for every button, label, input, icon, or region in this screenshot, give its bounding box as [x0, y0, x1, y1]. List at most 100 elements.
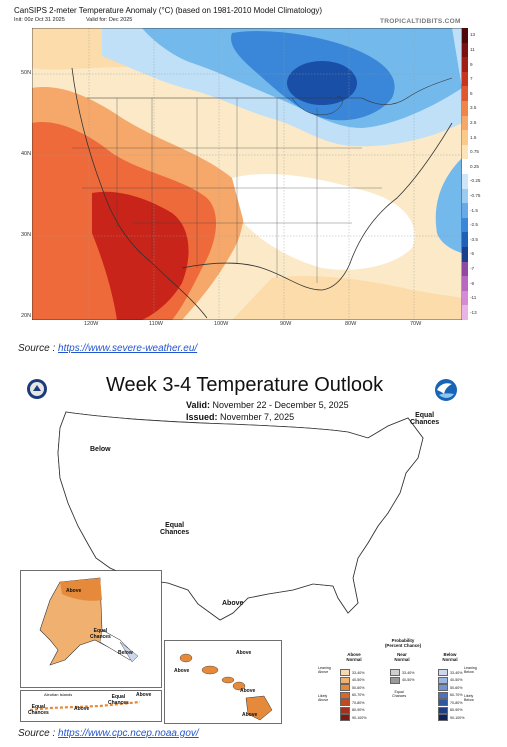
colorbar-swatch — [462, 290, 468, 306]
legend-range-label: 40-50% — [352, 678, 365, 683]
valid-line: Valid: November 22 - December 5, 2025 — [186, 400, 349, 410]
colorbar-swatch — [462, 174, 468, 190]
conus-outlook — [57, 411, 424, 621]
legend-row: 80-90% — [438, 702, 462, 720]
label-equal-chances-center: Equal Chances — [160, 522, 190, 536]
colorbar-tick-label: -11 — [470, 295, 477, 301]
colorbar-tick-label: 1.5 — [470, 134, 477, 140]
lon-label: 80W — [345, 321, 357, 327]
legend-swatch — [340, 684, 350, 692]
map1-neutral-zone — [232, 173, 415, 270]
label-ak-equal: Equal Chances — [90, 628, 111, 640]
legend-range-label: 50-60% — [352, 685, 365, 690]
valid-value: November 22 - December 5, 2025 — [212, 400, 349, 410]
source-caption-2: Source : https://www.cpc.ncep.noaa.gov/ — [18, 728, 199, 739]
legend-range-label: 80-90% — [352, 708, 365, 713]
colorbar-tick-label: 0.25 — [470, 163, 479, 169]
label-hi-above-1: Above — [174, 668, 190, 674]
legend-row: 33-40% — [340, 664, 364, 682]
legend-swatch — [438, 706, 448, 714]
colorbar-swatch — [462, 188, 468, 204]
colorbar-swatch — [462, 86, 468, 102]
issued-label: Issued: — [186, 412, 218, 422]
colorbar-swatch — [462, 144, 468, 160]
legend-range-label: 40-50% — [450, 678, 463, 683]
lon-label: 120W — [84, 321, 99, 327]
legend-swatch — [340, 699, 350, 707]
legend-range-label: 40-50% — [402, 678, 415, 683]
colorbar-tick-label: 11 — [470, 46, 475, 52]
legend-row: 90-100% — [340, 709, 366, 727]
map1-west-coast — [71, 67, 208, 319]
alaska-inset — [20, 570, 162, 688]
legend-swatch — [340, 706, 350, 714]
legend-row: 70-80% — [340, 694, 364, 712]
colorbar-swatch — [462, 247, 468, 263]
legend-row: 50-60% — [340, 679, 364, 697]
legend-row: 40-50% — [340, 672, 364, 690]
legend-below-head: Below Normal — [442, 652, 458, 662]
legend-range-label: 50-60% — [450, 685, 463, 690]
issued-value: November 7, 2025 — [220, 412, 295, 422]
legend-row: 80-90% — [340, 702, 364, 720]
label-below-west: Below — [90, 446, 111, 453]
legend-range-label: 60-70% — [352, 693, 365, 698]
legend-row: 90-100% — [438, 709, 464, 727]
lat-label: 50N — [21, 70, 32, 76]
legend-range-label: 80-90% — [450, 708, 463, 713]
lon-label: 100W — [214, 321, 229, 327]
source-caption-1: Source : https://www.severe-weather.eu/ — [18, 343, 197, 354]
legend-swatch — [340, 669, 350, 677]
source-prefix: Source : — [18, 728, 59, 739]
legend-row: 40-50% — [390, 672, 414, 690]
colorbar-tick-label: -5 — [470, 251, 475, 257]
aleutian-inset — [20, 690, 162, 722]
map1-cold-se — [435, 158, 462, 253]
legend-row: 33-40% — [438, 664, 462, 682]
colorbar-tick-label: 7 — [470, 76, 473, 82]
legend-swatch — [438, 691, 448, 699]
legend-range-label: 33-40% — [402, 670, 415, 675]
legend-title: Probability (Percent Chance) — [384, 638, 422, 648]
valid-label: Valid: — [186, 400, 211, 410]
colorbar-tick-label: -7 — [470, 265, 475, 271]
colorbar-swatch — [462, 130, 468, 146]
legend-swatch — [438, 676, 448, 684]
colorbar-tick-label: -0.25 — [470, 178, 481, 184]
legend-swatch — [390, 676, 400, 684]
lat-label: 40N — [21, 151, 32, 157]
label-al-equal-1: Equal Chances — [28, 704, 49, 716]
colorbar-tick-label: -3.5 — [470, 236, 478, 242]
colorbar-tick-label: -13 — [470, 309, 477, 315]
colorbar-swatch — [462, 305, 468, 321]
source-prefix: Source : — [18, 343, 59, 354]
colorbar-tick-label: 9 — [470, 61, 473, 67]
label-al-above-2: Above — [136, 692, 152, 698]
colorbar-swatch — [462, 101, 468, 117]
map1-state-lines — [72, 98, 382, 283]
legend-equal-chances: Equal Chances — [392, 690, 407, 698]
label-al-equal-2: Equal Chances — [108, 694, 129, 706]
colorbar-swatch — [462, 115, 468, 131]
alaska-above-north — [60, 578, 102, 601]
colorbar-swatch — [462, 261, 468, 277]
map1-title: CanSIPS 2-meter Temperature Anomaly (°C)… — [14, 6, 323, 15]
lat-label: 30N — [21, 232, 32, 238]
anomaly-map-plot — [32, 28, 462, 320]
colorbar-tick-label: 5 — [470, 90, 473, 96]
legend-range-label: 33-40% — [450, 670, 463, 675]
map1-brand-watermark: TROPICALTIDBITS.COM — [380, 18, 461, 25]
label-above-south: Above — [222, 600, 244, 607]
colorbar-tick-label: -1.5 — [470, 207, 478, 213]
colorbar-tick-label: 13 — [470, 32, 476, 38]
source-link-severe-weather[interactable]: https://www.severe-weather.eu/ — [58, 343, 198, 354]
issued-line: Issued: November 7, 2025 — [186, 412, 294, 422]
legend-swatch — [340, 691, 350, 699]
legend-row: 50-60% — [438, 679, 462, 697]
colorbar-swatch — [462, 71, 468, 87]
legend-leaning-above: Leaning Above — [318, 666, 331, 674]
map1-cold-dark-core — [287, 61, 357, 105]
map1-warm-pale-south — [232, 276, 462, 320]
cansips-temperature-map: CanSIPS 2-meter Temperature Anomaly (°C)… — [14, 6, 482, 327]
source-link-cpc-noaa[interactable]: https://www.cpc.ncep.noaa.gov/ — [58, 728, 199, 739]
